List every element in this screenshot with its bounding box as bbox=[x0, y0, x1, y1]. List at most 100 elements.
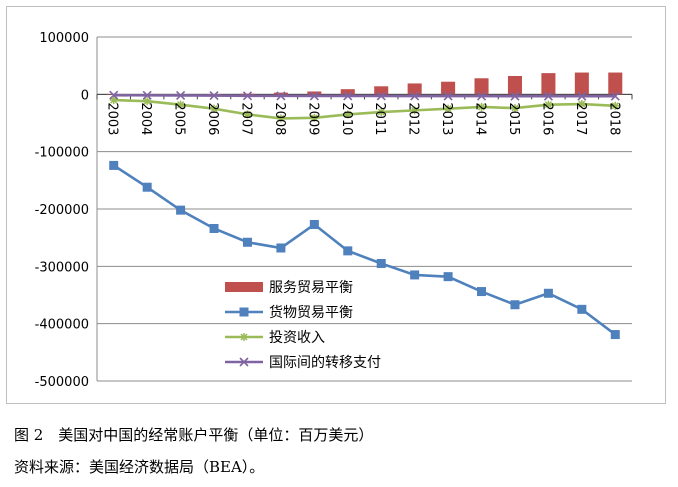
investment-income-line bbox=[113, 98, 616, 120]
x-tick-label: 2012 bbox=[406, 102, 421, 135]
x-tick-label: 2006 bbox=[205, 102, 220, 135]
marker-stroke bbox=[309, 91, 319, 101]
bar-services bbox=[307, 91, 322, 95]
marker-stroke bbox=[544, 101, 552, 109]
bar-services bbox=[407, 83, 422, 95]
legend-label: 国际间的转移支付 bbox=[269, 355, 381, 371]
transfers-point bbox=[142, 90, 152, 100]
bar-services bbox=[441, 81, 456, 95]
transfers-point bbox=[610, 91, 620, 101]
x-tick-label: 2018 bbox=[606, 102, 621, 135]
transfers-point bbox=[343, 91, 353, 101]
marker-stroke bbox=[510, 91, 520, 101]
goods-balance-point bbox=[376, 258, 386, 268]
transfers-line bbox=[113, 93, 616, 98]
x-tick-label: 2011 bbox=[372, 102, 387, 135]
legend-label: 货物贸易平衡 bbox=[269, 304, 353, 321]
goods-balance-point bbox=[410, 270, 420, 280]
figure-source: 资料来源：美国经济数据局（BEA）。 bbox=[14, 458, 265, 476]
marker-stroke bbox=[377, 108, 385, 116]
marker-stroke bbox=[610, 91, 620, 101]
goods-balance-point bbox=[577, 304, 587, 314]
marker-stroke bbox=[411, 106, 419, 114]
figure-caption: 图 2 美国对中国的经常账户平衡（单位：百万美元） bbox=[14, 426, 374, 444]
marker-stroke bbox=[511, 104, 519, 112]
x-tick-label: 2016 bbox=[539, 102, 554, 135]
marker-stroke bbox=[209, 91, 219, 101]
goods-balance-point bbox=[610, 330, 620, 340]
x-tick-label: 2015 bbox=[506, 102, 521, 135]
goods-balance-point bbox=[477, 287, 487, 297]
x-tick-label: 2003 bbox=[105, 102, 120, 135]
transfers-point bbox=[176, 90, 186, 101]
bar-services bbox=[340, 89, 355, 95]
marker-stroke bbox=[476, 91, 487, 101]
x-tick-label: 2004 bbox=[138, 102, 153, 135]
marker-stroke bbox=[443, 91, 453, 101]
investment-income-point bbox=[510, 104, 519, 113]
transfers-point bbox=[476, 91, 487, 101]
x-tick-label: 2017 bbox=[573, 102, 588, 135]
marker-stroke bbox=[611, 102, 619, 110]
marker-stroke bbox=[376, 91, 386, 101]
marker-stroke bbox=[177, 101, 185, 109]
investment-income-point bbox=[577, 100, 586, 109]
y-tick-label: 100000 bbox=[39, 31, 89, 46]
investment-income-point bbox=[544, 100, 553, 109]
transfers-point bbox=[209, 91, 219, 101]
bar-services bbox=[608, 72, 623, 95]
transfers-point bbox=[443, 91, 453, 101]
marker-stroke bbox=[578, 100, 586, 108]
transfers-point bbox=[543, 91, 553, 101]
marker-stroke bbox=[343, 91, 353, 101]
legend-label: 投资收入 bbox=[269, 330, 325, 346]
transfers-point bbox=[276, 91, 286, 101]
investment-income-point bbox=[276, 114, 285, 123]
marker-stroke bbox=[543, 91, 553, 101]
marker-stroke bbox=[239, 357, 249, 367]
bar-services bbox=[374, 86, 389, 95]
investment-income-point bbox=[310, 113, 319, 122]
marker-stroke bbox=[277, 114, 285, 122]
chart-svg: 100000 0 -100000 -200000 -300000 -400000 -5000… bbox=[35, 31, 633, 390]
transfers-point bbox=[376, 91, 386, 101]
y-tick-label: -300000 bbox=[35, 260, 89, 275]
transfers-point bbox=[242, 91, 253, 101]
marker-stroke bbox=[478, 103, 486, 111]
marker-stroke bbox=[577, 91, 587, 101]
x-tick-label: 2013 bbox=[439, 102, 454, 135]
investment-income-point bbox=[176, 100, 185, 109]
marker-stroke bbox=[344, 110, 352, 118]
x-tick-label: 2010 bbox=[339, 102, 354, 135]
transfers-point bbox=[577, 91, 587, 101]
investment-income-point bbox=[143, 97, 152, 106]
x-tick-label: 2005 bbox=[172, 102, 187, 135]
marker-stroke bbox=[240, 333, 248, 341]
x-tick-label: 2009 bbox=[305, 102, 320, 135]
marker-stroke bbox=[243, 110, 251, 118]
goods-balance-point bbox=[443, 272, 453, 282]
goods-balance-point bbox=[176, 205, 186, 215]
chart-frame: 100000 0 -100000 -200000 -300000 -400000 -5000… bbox=[6, 6, 666, 404]
investment-income-point bbox=[477, 102, 486, 111]
goods-balance-point bbox=[209, 223, 219, 233]
transfers-point bbox=[109, 90, 119, 100]
goods-balance-point bbox=[242, 237, 252, 247]
investment-income-point bbox=[410, 106, 419, 115]
marker-stroke bbox=[276, 91, 286, 101]
goods-balance-point bbox=[510, 300, 520, 310]
bar-services bbox=[574, 72, 589, 95]
goods-balance-point bbox=[142, 182, 152, 192]
goods-balance-point bbox=[309, 219, 319, 229]
y-tick-label: 0 bbox=[81, 88, 89, 103]
marker-stroke bbox=[109, 90, 119, 100]
y-tick-label: -100000 bbox=[35, 146, 89, 161]
transfers-point bbox=[410, 91, 420, 101]
marker-stroke bbox=[143, 97, 151, 105]
investment-income-point bbox=[377, 108, 386, 117]
bar-services bbox=[273, 92, 288, 95]
transfers-point bbox=[510, 91, 520, 101]
legend-label: 服务贸易平衡 bbox=[269, 280, 353, 296]
goods-balance-point bbox=[109, 160, 119, 170]
bar-services bbox=[507, 75, 522, 95]
